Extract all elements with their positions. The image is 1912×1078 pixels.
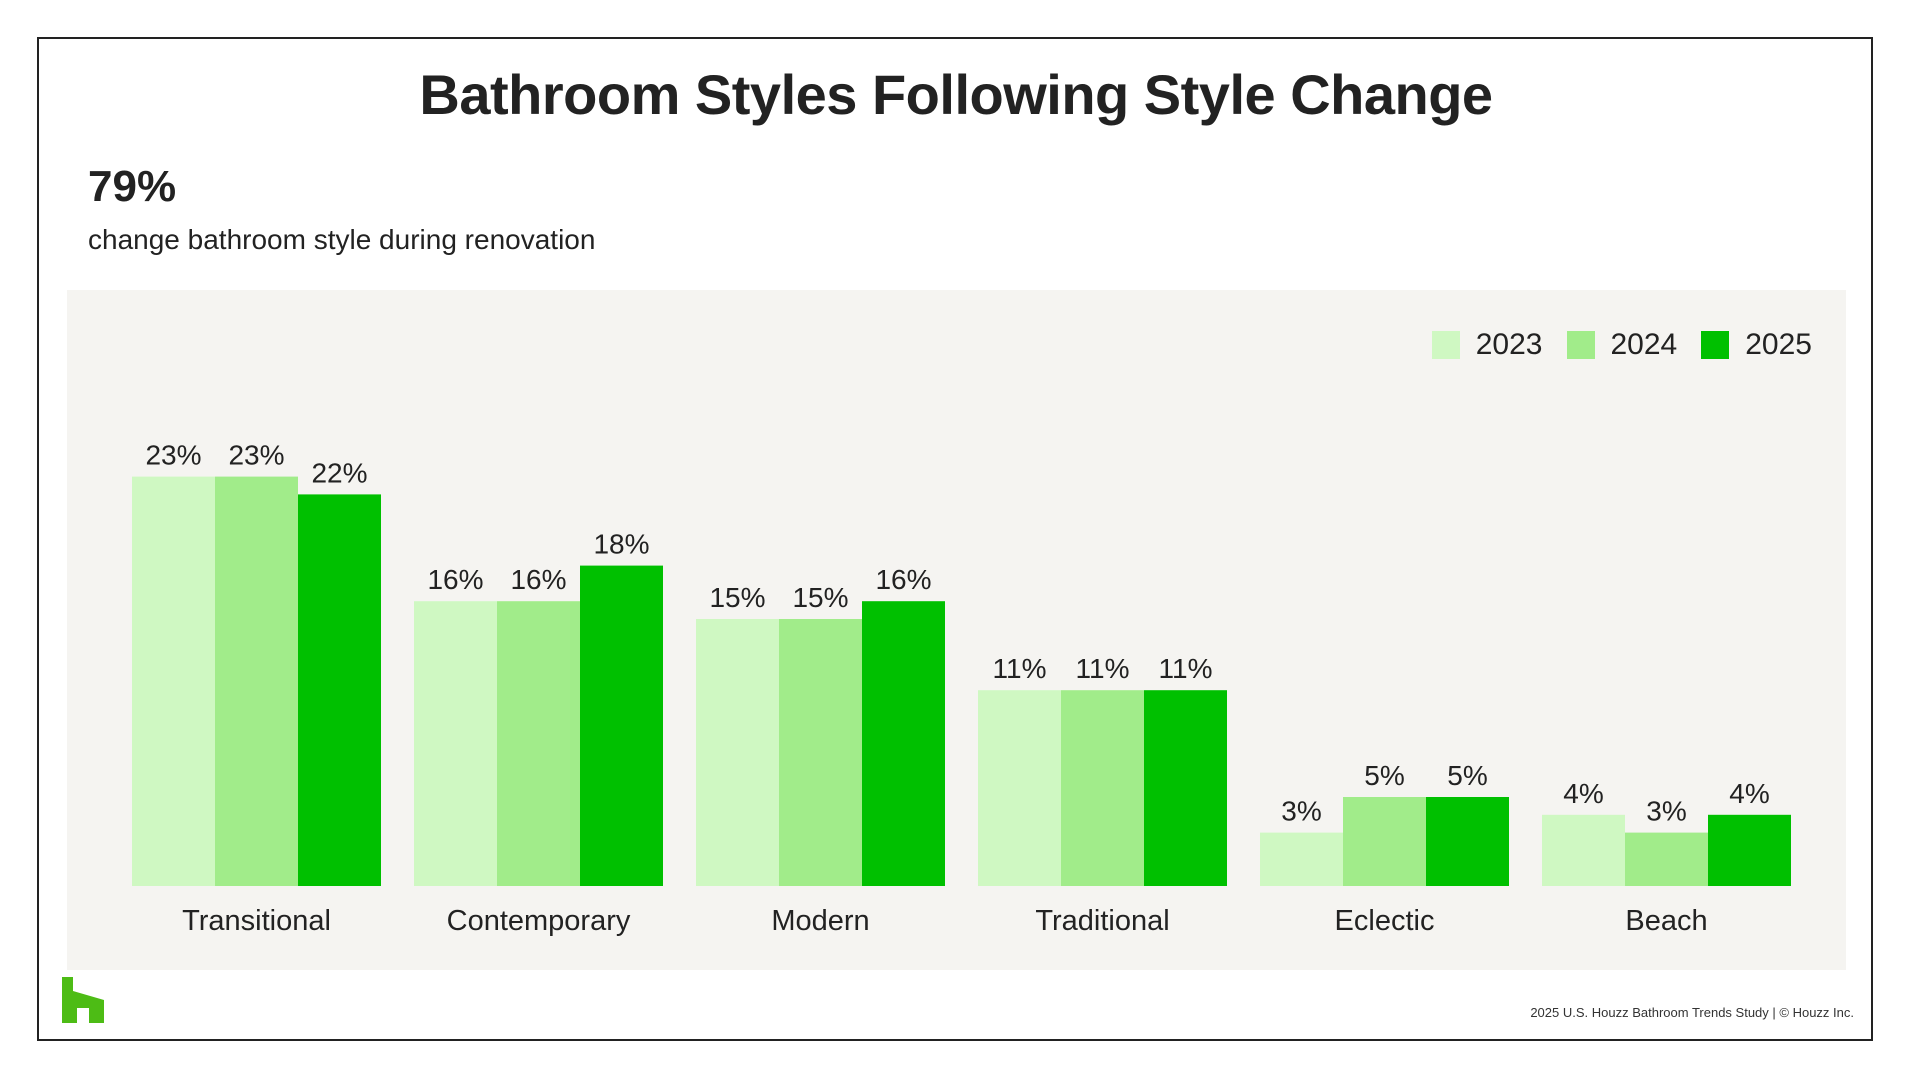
category-label: Eclectic xyxy=(1335,905,1435,937)
data-label: 16% xyxy=(510,564,566,595)
bar-contemporary-2025 xyxy=(580,565,663,886)
bar-modern-2024 xyxy=(779,619,862,886)
data-label: 18% xyxy=(593,529,649,560)
bar-beach-2024 xyxy=(1625,832,1708,886)
data-label: 16% xyxy=(427,564,483,595)
data-label: 16% xyxy=(875,564,931,595)
houzz-logo-icon xyxy=(62,977,104,1023)
footer-credit: 2025 U.S. Houzz Bathroom Trends Study | … xyxy=(1530,1005,1854,1020)
bar-transitional-2025 xyxy=(298,494,381,886)
stat-value: 79% xyxy=(88,162,177,211)
data-label: 11% xyxy=(1159,653,1213,684)
bar-beach-2025 xyxy=(1708,814,1791,886)
bar-contemporary-2024 xyxy=(497,601,580,886)
legend-label: 2024 xyxy=(1610,328,1678,361)
bar-beach-2023 xyxy=(1542,814,1625,886)
bar-transitional-2024 xyxy=(215,476,298,886)
data-label: 11% xyxy=(1076,653,1130,684)
data-label: 5% xyxy=(1447,760,1487,791)
bar-modern-2025 xyxy=(862,601,945,886)
stat-caption: change bathroom style during renovation xyxy=(88,224,596,255)
data-label: 23% xyxy=(228,440,284,471)
bar-modern-2023 xyxy=(696,619,779,886)
data-label: 22% xyxy=(311,457,367,488)
bar-traditional-2024 xyxy=(1061,690,1144,886)
category-label: Beach xyxy=(1625,905,1707,937)
legend-label: 2023 xyxy=(1475,328,1543,361)
category-label: Traditional xyxy=(1035,905,1169,937)
legend-swatch xyxy=(1431,331,1460,359)
data-label: 4% xyxy=(1563,778,1603,809)
bar-contemporary-2023 xyxy=(414,601,497,886)
legend-item: 2024 xyxy=(1566,328,1678,362)
data-label: 11% xyxy=(993,653,1047,684)
category-label: Contemporary xyxy=(447,905,631,937)
data-label: 23% xyxy=(145,440,201,471)
data-label: 15% xyxy=(709,582,765,613)
bar-traditional-2025 xyxy=(1144,690,1227,886)
legend-label: 2025 xyxy=(1745,328,1812,361)
bar-transitional-2023 xyxy=(132,476,215,886)
category-label: Transitional xyxy=(182,905,331,937)
bar-eclectic-2023 xyxy=(1260,832,1343,886)
legend-swatch xyxy=(1566,331,1595,359)
bar-eclectic-2025 xyxy=(1426,797,1509,886)
legend-item: 2023 xyxy=(1431,328,1543,362)
data-label: 4% xyxy=(1729,778,1769,809)
legend-item: 2025 xyxy=(1701,328,1812,362)
data-label: 3% xyxy=(1646,796,1686,827)
legend-swatch xyxy=(1701,331,1730,359)
chart-legend: 2023 2024 2025 xyxy=(1431,328,1812,362)
bar-eclectic-2024 xyxy=(1343,797,1426,886)
bar-traditional-2023 xyxy=(978,690,1061,886)
data-label: 15% xyxy=(792,582,848,613)
data-label: 5% xyxy=(1364,760,1404,791)
chart-title: Bathroom Styles Following Style Change xyxy=(419,63,1493,126)
data-label: 3% xyxy=(1281,796,1321,827)
category-label: Modern xyxy=(771,905,869,937)
